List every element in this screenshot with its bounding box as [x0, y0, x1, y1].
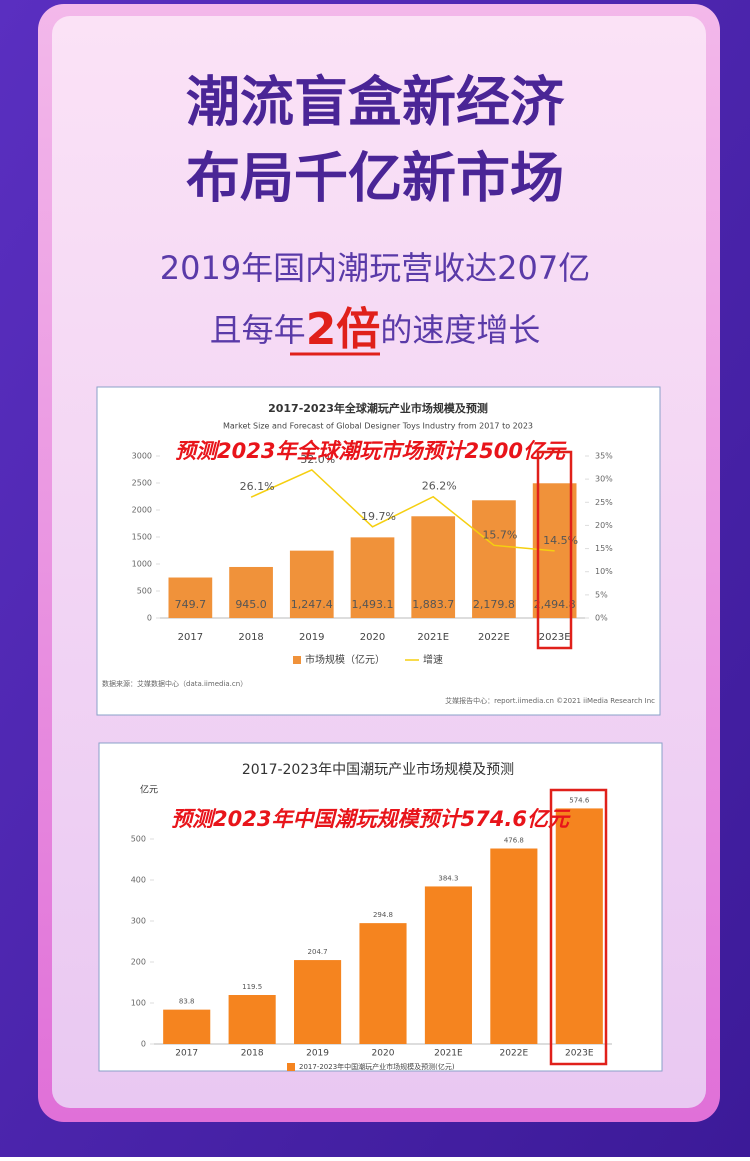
x-tick-label: 2017 — [178, 632, 203, 643]
bar — [350, 537, 395, 618]
bar — [168, 577, 213, 618]
data-label: 19.7% — [361, 510, 396, 523]
annotation: 预测2023年中国潮玩规模预计574.6亿元 — [171, 807, 571, 831]
source: 数据来源：艾媒数据中心（data.iimedia.cn） — [102, 679, 247, 688]
y-tick-label: 400 — [131, 876, 146, 885]
title: 布局千亿新市场 — [186, 147, 564, 210]
x-tick-label: 2021E — [434, 1049, 463, 1059]
subtitle: 且每年2倍的速度增长 — [210, 304, 541, 355]
chart-subtitle: Market Size and Forecast of Global Desig… — [223, 422, 533, 431]
chart: 2017-2023年全球潮玩产业市场规模及预测 Market Size and F… — [102, 401, 655, 705]
y-tick-label: 1000 — [132, 560, 152, 569]
x-tick-label: 2019 — [299, 632, 324, 643]
highlight-box — [536, 450, 573, 650]
chart-title: 2017-2023年中国潮玩产业市场规模及预测 — [242, 761, 514, 778]
y-tick-label: 100 — [131, 999, 146, 1008]
footer: 艾媒报告中心：report.iimedia.cn ©2021 iiMedia R… — [445, 696, 655, 705]
legend-swatch — [293, 656, 301, 664]
bar — [228, 995, 276, 1044]
y-tick-label: 0 — [147, 614, 152, 623]
annotation: 预测2023年全球潮玩市场预计2500亿元 — [175, 439, 567, 463]
y2-tick-label: 25% — [595, 498, 613, 507]
bar — [294, 960, 342, 1044]
data-label: 26.1% — [240, 480, 275, 493]
x-tick-label: 2020 — [372, 1049, 395, 1059]
y2-tick-label: 15% — [595, 544, 613, 553]
data-label: 749.7 — [175, 598, 207, 611]
y-tick-label: 200 — [131, 958, 146, 967]
data-label: 945.0 — [235, 598, 267, 611]
y-tick-label: 2000 — [132, 506, 152, 515]
data-label: 14.5% — [543, 534, 578, 547]
line — [250, 468, 555, 552]
data-label: 15.7% — [482, 528, 517, 541]
x-tick-label: 2023E — [565, 1049, 594, 1059]
data-label: 1,883.7 — [412, 598, 454, 611]
data-label: 1,247.4 — [291, 598, 333, 611]
y2-tick-label: 10% — [595, 567, 613, 576]
subtitle-highlight: 2倍 — [306, 304, 381, 355]
legend-label: 增速 — [423, 653, 443, 666]
x-tick-label: 2018 — [241, 1049, 264, 1059]
data-label: 2,179.8 — [473, 598, 515, 611]
y-tick-label: 3000 — [132, 452, 152, 461]
data-label: 26.2% — [422, 480, 457, 493]
data-label: 384.3 — [438, 874, 458, 882]
y-tick-label: 300 — [131, 917, 146, 926]
y2-tick-label: 20% — [595, 521, 613, 530]
data-label: 1,493.1 — [352, 598, 394, 611]
y2-tick-label: 35% — [595, 452, 613, 461]
bar — [555, 808, 603, 1044]
header: 潮流盲盒新经济 布局千亿新市场 — [186, 71, 565, 210]
bar — [490, 848, 538, 1044]
x-tick-label: 2022E — [500, 1049, 529, 1059]
bar — [289, 550, 334, 618]
y2-tick-label: 5% — [595, 590, 608, 599]
x-tick-label: 2017 — [175, 1049, 198, 1059]
x-tick-label: 2023E — [539, 632, 571, 643]
x-tick-label: 2021E — [417, 632, 449, 643]
x-tick-label: 2019 — [306, 1049, 329, 1059]
bar — [424, 886, 472, 1044]
bar — [163, 1009, 211, 1044]
x-tick-label: 2022E — [478, 632, 510, 643]
x-tick-label: 2018 — [238, 632, 263, 643]
y-axis-label: 亿元 — [140, 784, 158, 796]
title: 潮流盲盒新经济 — [186, 71, 565, 134]
data-label: 2,494.8 — [534, 598, 576, 611]
subtitle: 2019年国内潮玩营收达207亿 — [160, 249, 591, 287]
data-label: 574.6 — [569, 796, 590, 804]
data-label: 32.0% — [300, 453, 335, 466]
y2-tick-label: 0% — [595, 614, 608, 623]
y-tick-label: 500 — [131, 835, 146, 844]
subtitle-text: 且每年 — [210, 311, 306, 349]
y-tick-label: 2500 — [132, 479, 152, 488]
subtitle-text: 的速度增长 — [380, 311, 540, 349]
bar — [229, 566, 273, 618]
bar — [472, 500, 516, 618]
y-tick-label: 0 — [141, 1040, 146, 1049]
highlight-box — [549, 788, 608, 1066]
bar — [359, 923, 407, 1044]
legend-label: 市场规模（亿元） — [305, 653, 385, 666]
data-label: 476.8 — [504, 837, 524, 845]
data-label: 83.8 — [179, 998, 195, 1006]
legend-label: 2017-2023年中国潮玩产业市场规模及预测(亿元) — [299, 1062, 455, 1071]
bar — [411, 516, 456, 618]
data-label: 119.5 — [242, 983, 262, 991]
y2-tick-label: 30% — [595, 475, 613, 484]
legend-swatch — [287, 1063, 295, 1071]
data-label: 204.7 — [308, 948, 328, 956]
chart-title: 2017-2023年全球潮玩产业市场规模及预测 — [268, 401, 488, 415]
x-tick-label: 2020 — [360, 632, 385, 643]
y-tick-label: 1500 — [132, 533, 152, 542]
y-tick-label: 500 — [137, 587, 152, 596]
data-label: 294.8 — [373, 911, 393, 919]
